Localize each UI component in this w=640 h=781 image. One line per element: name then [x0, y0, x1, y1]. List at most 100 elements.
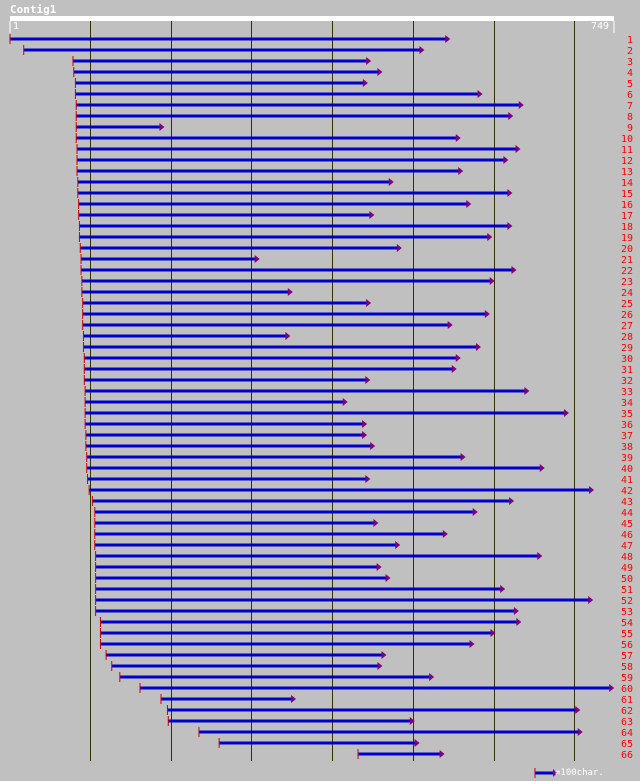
- read-arrow-42: [589, 486, 595, 494]
- read-label-40: 40: [621, 464, 633, 475]
- read-arrow-33: [524, 387, 530, 395]
- read-label-37: 37: [621, 431, 633, 442]
- read-label-49: 49: [621, 563, 633, 574]
- read-label-28: 28: [621, 332, 633, 343]
- read-label-44: 44: [621, 508, 633, 519]
- read-arrow-55: [490, 629, 496, 637]
- read-arrow-64: [577, 728, 583, 736]
- read-arrow-36: [362, 420, 368, 428]
- read-arrow-12: [503, 156, 509, 164]
- read-arrow-11: [515, 145, 521, 153]
- read-arrow-26: [484, 310, 490, 318]
- read-label-11: 11: [621, 145, 633, 156]
- read-arrow-29: [475, 343, 481, 351]
- read-arrow-31: [451, 365, 457, 373]
- read-label-61: 61: [621, 695, 633, 706]
- read-arrow-18: [507, 222, 513, 230]
- read-arrow-32: [365, 376, 371, 384]
- read-label-35: 35: [621, 409, 633, 420]
- read-arrow-34: [342, 398, 348, 406]
- read-label-59: 59: [621, 673, 633, 684]
- read-arrow-20: [396, 244, 402, 252]
- read-arrow-51: [500, 585, 506, 593]
- read-arrow-44: [472, 508, 478, 516]
- read-arrow-60: [609, 684, 615, 692]
- read-arrow-37: [362, 431, 368, 439]
- read-label-1: 1: [627, 35, 633, 46]
- read-label-23: 23: [621, 277, 633, 288]
- read-label-15: 15: [621, 189, 633, 200]
- read-label-31: 31: [621, 365, 633, 376]
- read-label-33: 33: [621, 387, 633, 398]
- read-arrow-23: [489, 277, 495, 285]
- read-label-55: 55: [621, 629, 633, 640]
- read-arrow-27: [447, 321, 453, 329]
- read-arrow-4: [377, 68, 383, 76]
- read-label-53: 53: [621, 607, 633, 618]
- read-arrow-45: [373, 519, 379, 527]
- read-label-57: 57: [621, 651, 633, 662]
- read-arrow-8: [508, 112, 514, 120]
- read-label-30: 30: [621, 354, 633, 365]
- read-arrow-22: [511, 266, 517, 274]
- read-arrow-48: [537, 552, 543, 560]
- read-arrow-30: [455, 354, 461, 362]
- read-label-27: 27: [621, 321, 633, 332]
- read-label-41: 41: [621, 475, 633, 486]
- read-label-46: 46: [621, 530, 633, 541]
- read-arrow-43: [509, 497, 515, 505]
- read-label-21: 21: [621, 255, 633, 266]
- read-label-17: 17: [621, 211, 633, 222]
- read-arrow-25: [366, 299, 372, 307]
- read-arrow-19: [487, 233, 493, 241]
- read-arrow-38: [370, 442, 376, 450]
- read-label-16: 16: [621, 200, 633, 211]
- read-label-60: 60: [621, 684, 633, 695]
- read-label-4: 4: [627, 68, 633, 79]
- read-arrow-54: [516, 618, 522, 626]
- read-label-26: 26: [621, 310, 633, 321]
- read-arrow-50: [385, 574, 391, 582]
- read-label-66: 66: [621, 750, 633, 761]
- read-label-36: 36: [621, 420, 633, 431]
- legend-label: =100char.: [555, 768, 604, 778]
- read-arrow-24: [287, 288, 293, 296]
- read-label-63: 63: [621, 717, 633, 728]
- read-arrow-7: [518, 101, 524, 109]
- read-arrow-57: [381, 651, 387, 659]
- read-arrow-9: [159, 123, 165, 131]
- read-arrow-39: [460, 453, 466, 461]
- read-label-9: 9: [627, 123, 633, 134]
- read-arrow-66: [439, 750, 445, 758]
- read-label-39: 39: [621, 453, 633, 464]
- read-arrow-1: [445, 35, 451, 43]
- read-label-58: 58: [621, 662, 633, 673]
- read-label-42: 42: [621, 486, 633, 497]
- legend-arrow: [553, 769, 557, 777]
- read-label-64: 64: [621, 728, 633, 739]
- read-arrow-47: [395, 541, 401, 549]
- read-label-12: 12: [621, 156, 633, 167]
- read-arrow-5: [362, 79, 368, 87]
- read-arrow-35: [563, 409, 569, 417]
- read-arrow-14: [388, 178, 394, 186]
- read-arrow-6: [477, 90, 483, 98]
- read-arrow-63: [409, 717, 415, 725]
- contig-title: Contig1: [10, 3, 57, 16]
- read-label-24: 24: [621, 288, 633, 299]
- read-label-34: 34: [621, 398, 633, 409]
- read-arrow-10: [455, 134, 461, 142]
- read-arrow-40: [539, 464, 545, 472]
- read-label-8: 8: [627, 112, 633, 123]
- read-label-2: 2: [627, 46, 633, 57]
- scale-bar: [10, 16, 614, 21]
- read-label-6: 6: [627, 90, 633, 101]
- read-label-48: 48: [621, 552, 633, 563]
- read-arrow-41: [365, 475, 371, 483]
- read-label-13: 13: [621, 167, 633, 178]
- read-label-52: 52: [621, 596, 633, 607]
- read-arrow-65: [414, 739, 420, 747]
- read-label-47: 47: [621, 541, 633, 552]
- read-arrow-2: [419, 46, 425, 54]
